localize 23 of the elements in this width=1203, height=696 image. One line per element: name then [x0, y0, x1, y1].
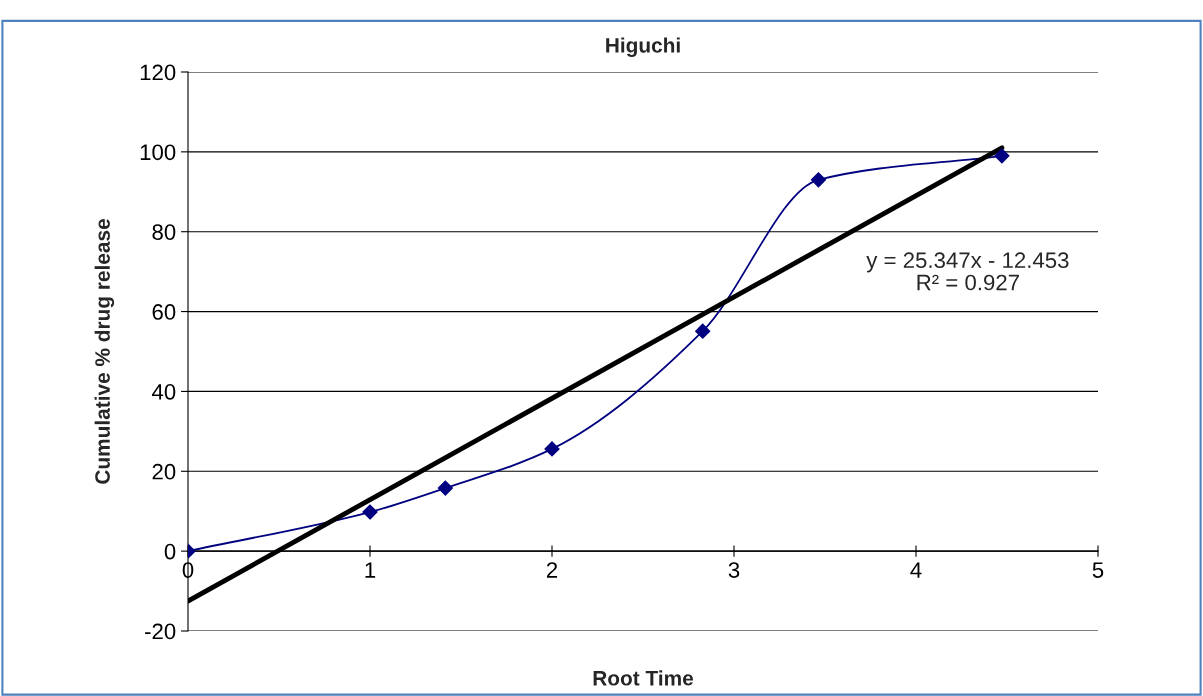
point	[994, 148, 1010, 164]
y-tick-label: 40	[151, 383, 176, 400]
x-tick-label: 2	[546, 562, 558, 578]
y-tick-label: 0	[164, 543, 176, 560]
x-tick-label: 5	[1092, 562, 1104, 578]
x-axis-title: Root Time	[593, 670, 694, 686]
x-tick-label: 1	[365, 562, 376, 578]
y-tick-label: 60	[152, 304, 176, 320]
chart-title: Higuchi	[606, 37, 680, 57]
y-tick-label: 20	[152, 463, 176, 480]
x-tick-label: 3	[728, 562, 740, 578]
point	[544, 441, 560, 457]
y-tick-label: 120	[140, 64, 176, 81]
annotation: y = 25.347x - 12.453 R² = 0.927	[866, 252, 1069, 291]
point	[695, 323, 711, 339]
point	[437, 480, 453, 496]
point	[810, 172, 827, 188]
point	[362, 504, 378, 520]
y-tick-label: 80	[152, 224, 176, 240]
y-tick-label: 100	[140, 144, 176, 161]
y-axis-title: Cumulative % drug release	[94, 219, 115, 484]
x-tick-label: 4	[910, 562, 922, 578]
y-tick-label: -20	[145, 623, 176, 640]
